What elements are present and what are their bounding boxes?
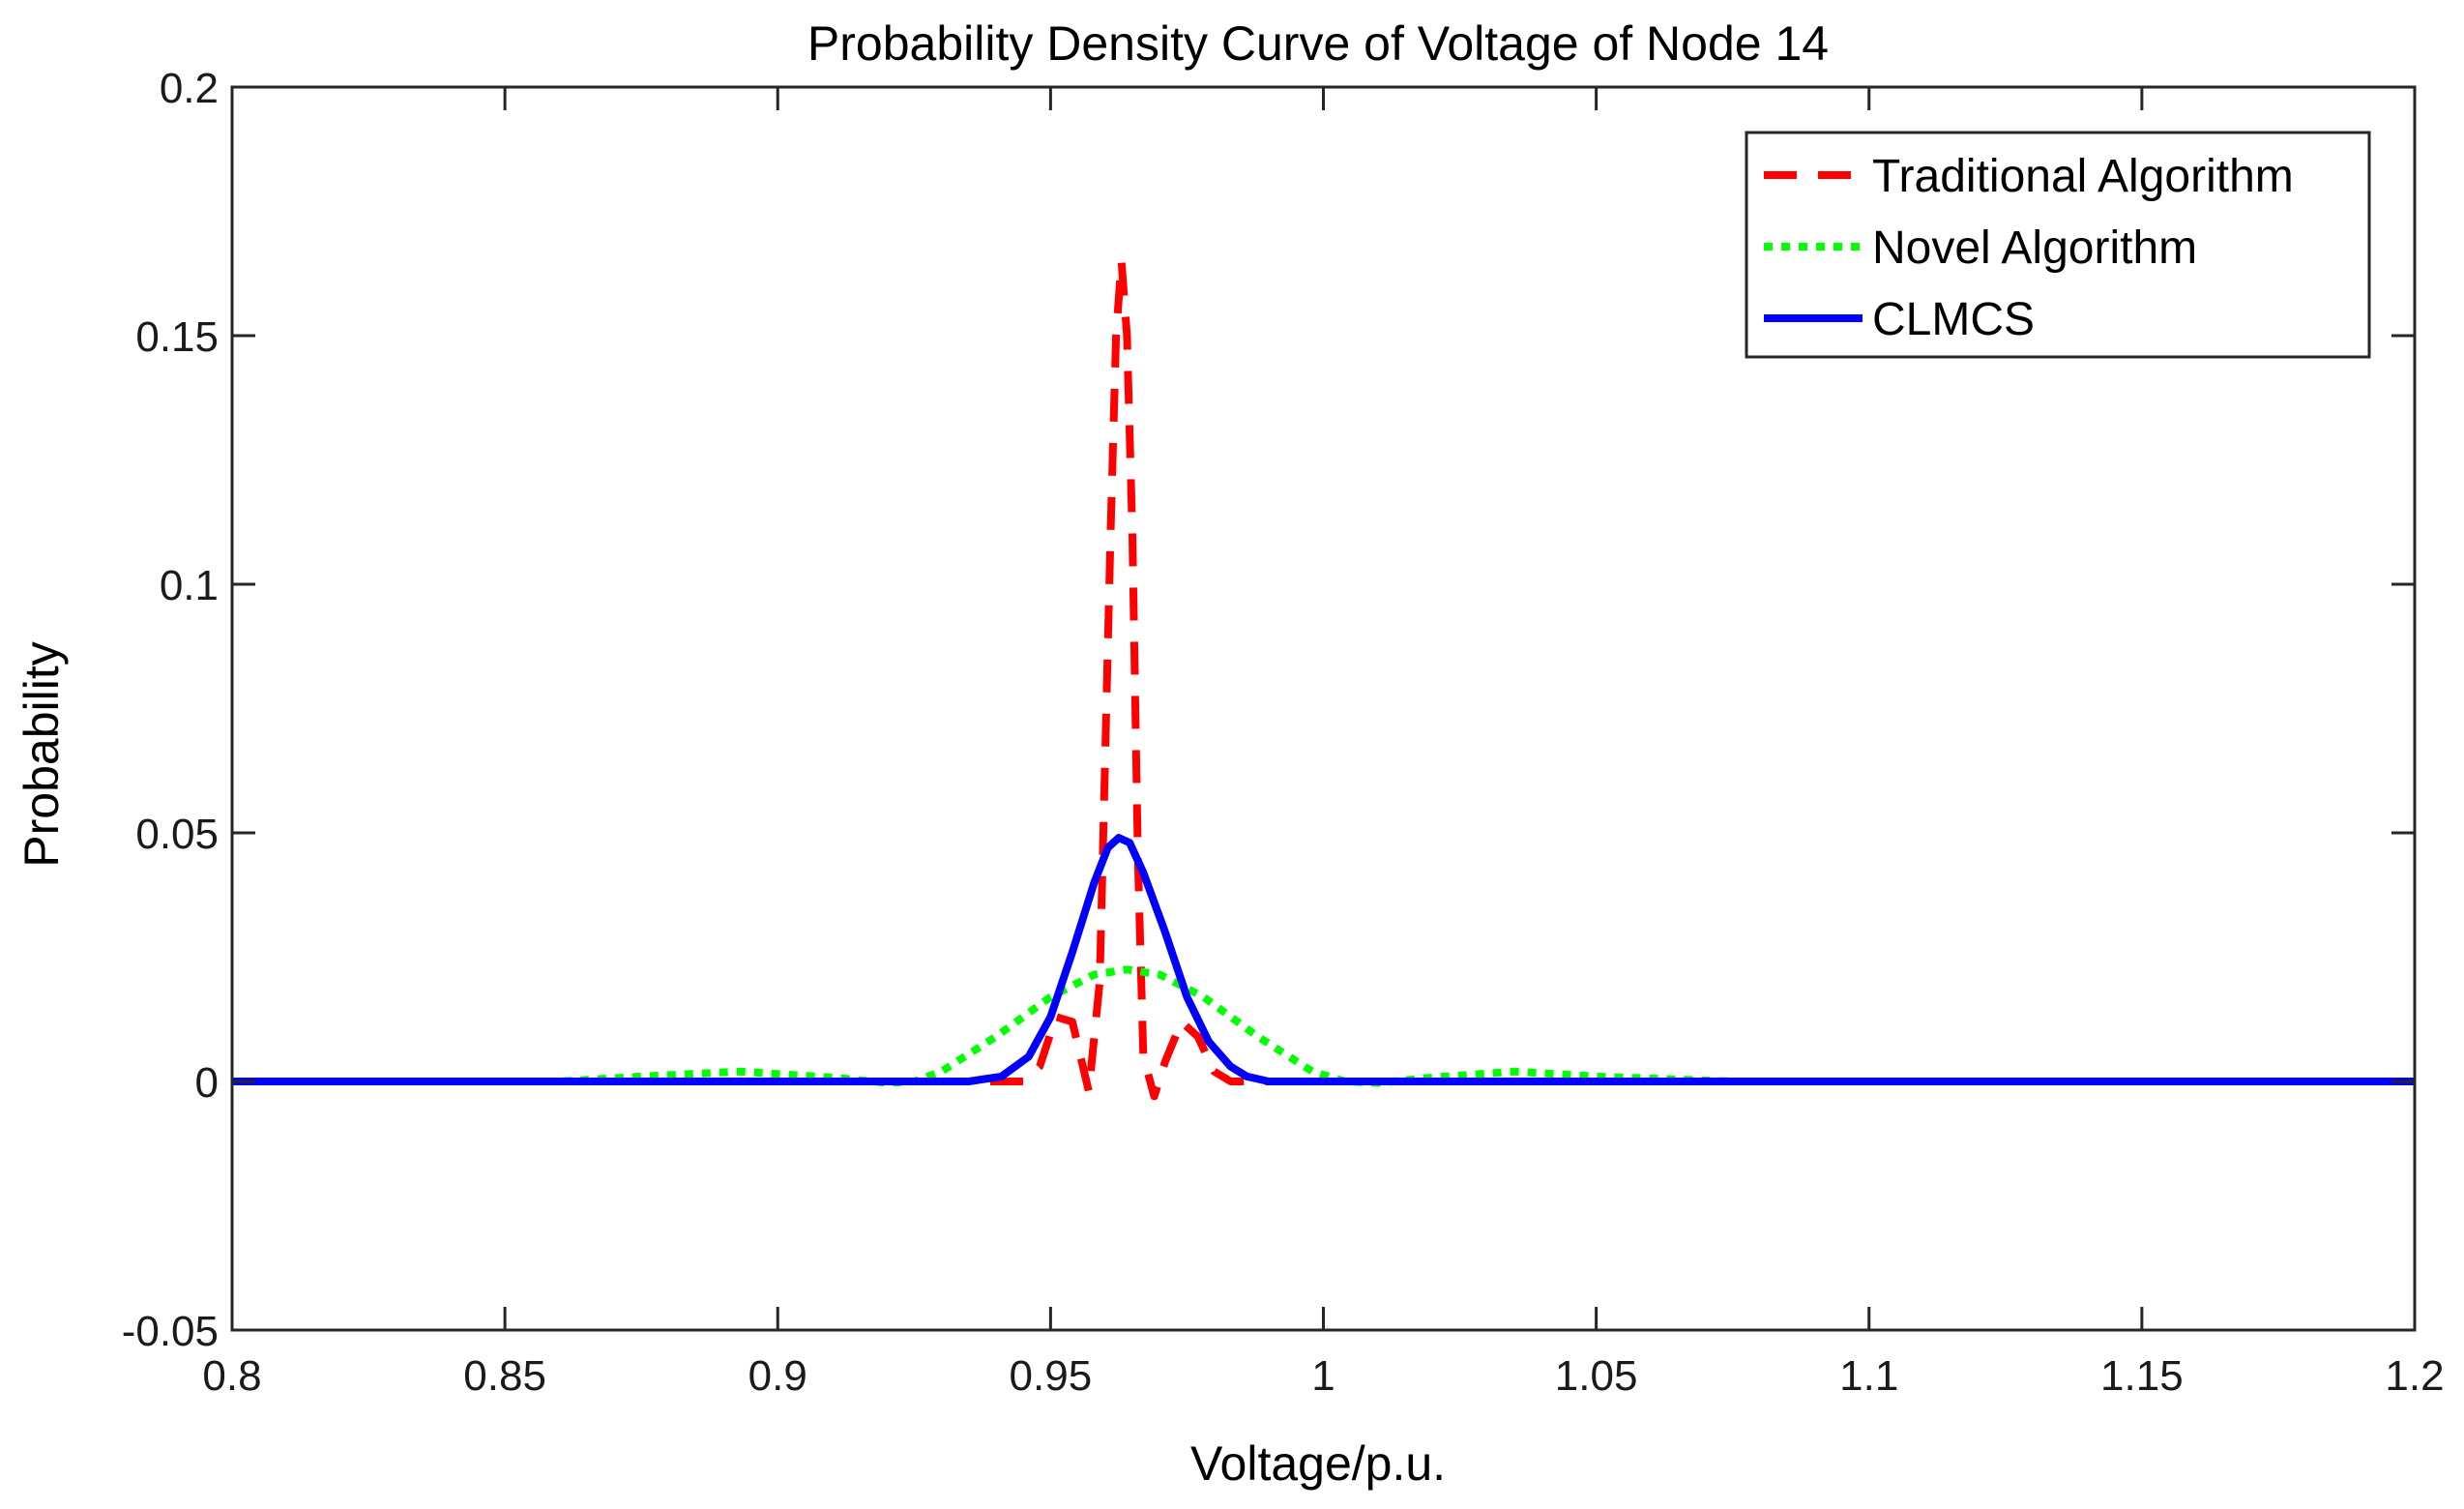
x-tick-label: 0.8 [202, 1352, 261, 1400]
x-tick-label: 0.85 [463, 1352, 546, 1400]
series-line-novel-algorithm [232, 965, 2415, 1087]
x-tick-label: 1.15 [2100, 1352, 2184, 1400]
y-tick-label: -0.05 [122, 1308, 219, 1355]
y-axis-title: Probability [15, 641, 69, 867]
legend: Traditional Algorithm Novel Algorithm CLMC… [1745, 131, 2371, 359]
legend-label: CLMCS [1872, 294, 2035, 345]
x-axis-title: Voltage/p.u. [1190, 1436, 1446, 1491]
x-tick-label: 0.95 [1010, 1352, 1093, 1400]
x-tick-label: 1 [1311, 1352, 1335, 1400]
series-group [232, 256, 2415, 1101]
y-tick-label: 0.05 [135, 811, 219, 858]
y-tick-label: 0.2 [160, 65, 219, 112]
chart-title: Probability Density Curve of Voltage of … [807, 16, 1829, 71]
legend-label: Novel Algorithm [1872, 222, 2197, 274]
y-tick-label: 0 [195, 1059, 219, 1107]
y-tick-label: 0.15 [135, 313, 219, 361]
y-tick-label: 0.1 [160, 562, 219, 609]
x-tick-label: 1.05 [1555, 1352, 1638, 1400]
x-tick-label: 1.1 [1839, 1352, 1898, 1400]
axes: 0.8 0.85 0.9 0.95 1 1.05 1.1 1.15 1.2 -0.05 0 0.05 0… [122, 65, 2445, 1400]
series-line-traditional-algorithm [232, 256, 2415, 1101]
x-tick-label: 0.9 [748, 1352, 807, 1400]
legend-label: Traditional Algorithm [1872, 151, 2294, 202]
plot-area [232, 256, 2415, 1101]
series-line-clmcs [232, 834, 2415, 1085]
x-tick-label: 1.2 [2385, 1352, 2444, 1400]
